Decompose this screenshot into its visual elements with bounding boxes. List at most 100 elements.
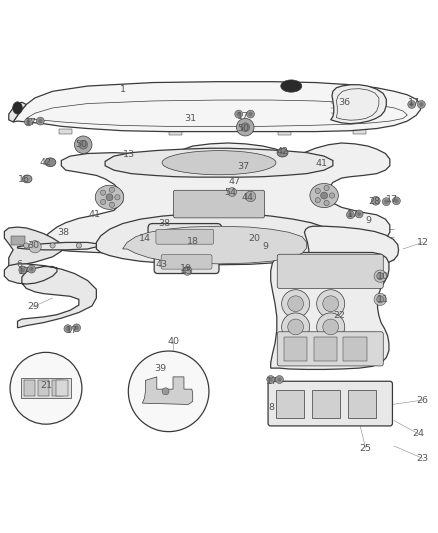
Text: 21: 21: [40, 381, 52, 390]
Circle shape: [106, 194, 113, 201]
Circle shape: [237, 118, 254, 136]
Circle shape: [28, 265, 35, 273]
Polygon shape: [4, 227, 61, 268]
Text: 9: 9: [262, 243, 268, 251]
Circle shape: [245, 191, 256, 201]
Circle shape: [276, 376, 283, 383]
Text: 23: 23: [417, 454, 429, 463]
Circle shape: [324, 185, 329, 191]
Text: 18: 18: [187, 237, 199, 246]
Ellipse shape: [310, 183, 338, 207]
Text: 1: 1: [120, 85, 126, 94]
Text: 22: 22: [333, 311, 346, 320]
Polygon shape: [44, 143, 390, 254]
Bar: [353, 129, 366, 134]
Circle shape: [417, 101, 425, 108]
Bar: [169, 130, 182, 135]
Circle shape: [74, 326, 79, 330]
Circle shape: [288, 296, 304, 312]
Polygon shape: [4, 264, 96, 328]
Circle shape: [38, 119, 42, 123]
Text: 8: 8: [268, 403, 275, 412]
Circle shape: [282, 290, 310, 318]
Circle shape: [64, 325, 72, 333]
Ellipse shape: [162, 151, 276, 175]
Circle shape: [110, 202, 115, 207]
Ellipse shape: [277, 148, 288, 157]
Circle shape: [377, 273, 384, 280]
Circle shape: [162, 388, 169, 395]
FancyBboxPatch shape: [277, 254, 383, 288]
Text: 20: 20: [248, 233, 260, 243]
Circle shape: [371, 197, 380, 205]
FancyBboxPatch shape: [268, 381, 392, 426]
Polygon shape: [123, 226, 307, 264]
Circle shape: [315, 188, 320, 193]
Polygon shape: [13, 82, 420, 132]
Circle shape: [324, 200, 329, 206]
Circle shape: [50, 243, 55, 248]
Circle shape: [348, 213, 353, 217]
Circle shape: [248, 112, 253, 116]
Text: 17: 17: [237, 112, 249, 121]
Circle shape: [128, 351, 209, 432]
Circle shape: [228, 188, 237, 197]
Circle shape: [374, 293, 386, 305]
Text: 47: 47: [228, 176, 240, 185]
Text: 17: 17: [346, 211, 359, 219]
Circle shape: [382, 198, 390, 206]
Circle shape: [235, 110, 243, 118]
Text: 25: 25: [360, 444, 372, 453]
Text: 50: 50: [75, 140, 87, 149]
Circle shape: [288, 319, 304, 335]
Text: 17: 17: [66, 326, 78, 335]
FancyBboxPatch shape: [148, 223, 222, 249]
Circle shape: [346, 211, 354, 219]
FancyBboxPatch shape: [161, 255, 212, 269]
Circle shape: [21, 268, 25, 272]
Text: 6: 6: [17, 260, 23, 269]
Text: 28: 28: [368, 197, 381, 206]
Ellipse shape: [95, 185, 124, 209]
Circle shape: [410, 102, 414, 107]
Text: 43: 43: [156, 260, 168, 269]
Text: 17: 17: [18, 267, 30, 276]
Polygon shape: [96, 213, 337, 265]
Text: 26: 26: [417, 395, 429, 405]
Circle shape: [115, 195, 120, 200]
Circle shape: [241, 123, 250, 132]
Text: 31: 31: [184, 114, 197, 123]
Polygon shape: [9, 102, 26, 122]
Circle shape: [317, 313, 345, 341]
Bar: [278, 130, 291, 135]
Text: 17: 17: [408, 98, 420, 107]
Text: 37: 37: [237, 162, 249, 171]
Circle shape: [10, 352, 82, 424]
Circle shape: [374, 270, 386, 282]
Text: 38: 38: [57, 228, 70, 237]
Polygon shape: [105, 148, 333, 177]
Polygon shape: [18, 243, 96, 250]
Text: 40: 40: [167, 337, 179, 346]
Text: 41: 41: [316, 159, 328, 168]
Circle shape: [76, 243, 81, 248]
Text: 50: 50: [237, 124, 249, 133]
Circle shape: [36, 117, 44, 125]
Text: 41: 41: [88, 211, 100, 219]
Ellipse shape: [13, 102, 22, 114]
Bar: [21, 378, 71, 398]
Circle shape: [392, 197, 400, 205]
Circle shape: [268, 377, 273, 382]
Circle shape: [25, 118, 32, 126]
Circle shape: [317, 290, 345, 318]
Polygon shape: [142, 377, 193, 405]
Polygon shape: [271, 253, 389, 369]
Circle shape: [355, 210, 363, 218]
Text: 30: 30: [27, 241, 39, 250]
Circle shape: [183, 266, 192, 275]
Bar: [11, 236, 25, 246]
Text: 9: 9: [365, 216, 371, 225]
Text: 24: 24: [412, 429, 424, 438]
Circle shape: [74, 136, 92, 154]
Text: 14: 14: [138, 233, 151, 243]
